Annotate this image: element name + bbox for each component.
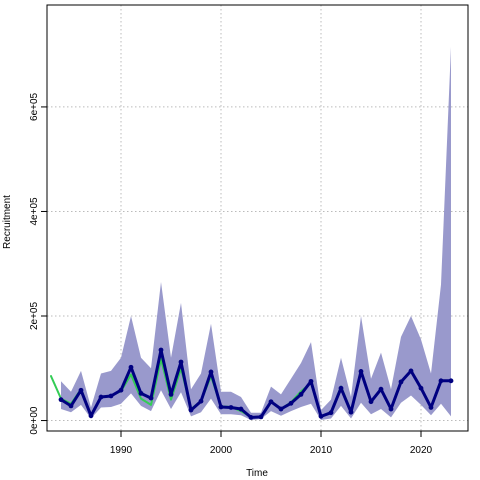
estimate-point [378, 386, 384, 392]
grid-layer [47, 5, 468, 431]
estimate-point [328, 410, 334, 416]
estimate-point [198, 398, 204, 404]
estimate-line [59, 348, 453, 419]
estimate-point [238, 406, 244, 412]
y-tick-label: 0e+00 [29, 406, 40, 435]
estimate-point [338, 385, 344, 391]
estimate-point [448, 378, 454, 384]
estimate-point [388, 406, 394, 412]
estimate-point [78, 387, 84, 393]
x-tick-label: 2020 [410, 445, 433, 456]
estimate-point [298, 392, 304, 397]
points-layer [58, 347, 454, 420]
x-axis-title: Time [246, 468, 268, 479]
estimate-point [248, 415, 254, 420]
y-tick-label: 4e+05 [29, 197, 40, 226]
estimate-point [68, 403, 74, 409]
estimate-point [358, 369, 364, 374]
estimate-point [288, 400, 294, 406]
estimate-point [258, 414, 264, 420]
estimate-point [318, 413, 324, 419]
estimate-point [278, 406, 284, 412]
estimate-point [138, 390, 144, 396]
y-axis-title: Recruitment [2, 195, 13, 249]
estimate-point [98, 394, 104, 400]
estimate-point [58, 397, 64, 403]
estimate-point [88, 413, 94, 419]
estimate-point [398, 379, 404, 385]
estimate-point [178, 359, 184, 365]
estimate-point [218, 404, 224, 410]
estimate-point [228, 405, 234, 410]
x-tick-label: 1990 [110, 445, 133, 456]
x-tick-label: 2010 [310, 445, 333, 456]
estimate-point [418, 385, 424, 391]
axes-layer: 1990 2000 2010 2020 0e+00 2e+05 4e+05 6e+05 [29, 4, 469, 456]
y-tick-label: 2e+05 [29, 302, 40, 331]
estimate-point [408, 368, 414, 374]
estimate-point [158, 347, 164, 353]
estimate-point [128, 364, 134, 370]
estimate-point [168, 392, 174, 397]
estimate-point [368, 399, 374, 405]
uncertainty-band-layer [61, 46, 451, 421]
x-tick-label: 2000 [210, 445, 233, 456]
uncertainty-band [61, 46, 451, 421]
estimate-point [428, 405, 434, 410]
y-tick-label: 6e+05 [29, 92, 40, 121]
estimate-point [438, 378, 444, 384]
estimate-point [208, 369, 214, 375]
estimate-point [268, 399, 274, 405]
plot-frame [46, 4, 469, 432]
estimate-point [308, 378, 314, 384]
estimate-point [188, 407, 194, 413]
estimate-point [118, 387, 124, 393]
estimate-point [108, 393, 114, 399]
estimate-point [148, 395, 154, 401]
estimate-point [348, 409, 354, 415]
